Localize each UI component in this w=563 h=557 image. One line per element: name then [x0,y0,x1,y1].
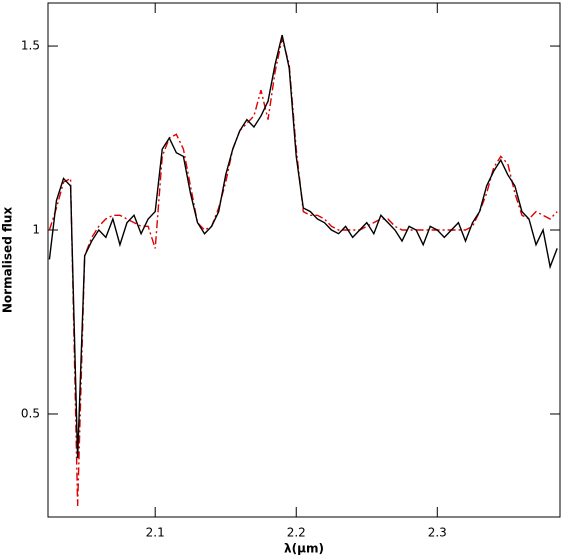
x-axis-label: λ(μm) [284,542,324,556]
spectrum-line [48,38,558,506]
y-tick-label: 0.5 [21,406,40,420]
y-axis-label: Normalised flux [1,207,15,314]
x-tick-label: 2.2 [287,526,306,540]
x-tick-label: 2.3 [428,526,447,540]
spectrum-line [48,34,558,459]
y-tick-label: 1 [32,223,40,237]
plot-frame [47,2,561,518]
y-tick-label: 1.5 [21,39,40,53]
x-tick-label: 2.1 [146,526,165,540]
